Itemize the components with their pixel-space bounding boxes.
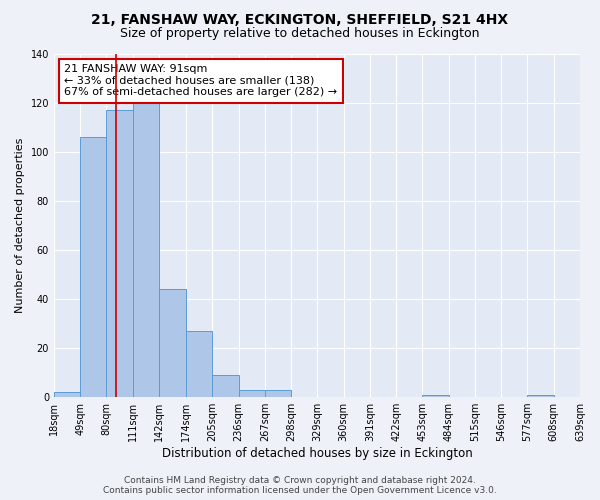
Bar (212, 375, 239, 397)
Bar (239, 390, 265, 397)
Bar (265, 390, 291, 397)
Bar (80, 138, 106, 397)
Bar (186, 331, 212, 397)
Text: Contains HM Land Registry data © Crown copyright and database right 2024.
Contai: Contains HM Land Registry data © Crown c… (103, 476, 497, 495)
Bar (527, 394, 554, 397)
Text: 21 FANSHAW WAY: 91sqm
← 33% of detached houses are smaller (138)
67% of semi-det: 21 FANSHAW WAY: 91sqm ← 33% of detached … (64, 64, 338, 98)
Text: 21, FANSHAW WAY, ECKINGTON, SHEFFIELD, S21 4HX: 21, FANSHAW WAY, ECKINGTON, SHEFFIELD, S… (91, 12, 509, 26)
Bar (106, 110, 133, 397)
Y-axis label: Number of detached properties: Number of detached properties (15, 138, 25, 313)
Bar (159, 290, 186, 397)
Bar (133, 71, 159, 397)
Text: Size of property relative to detached houses in Eckington: Size of property relative to detached ho… (120, 28, 480, 40)
Bar (54, 392, 80, 397)
Bar (422, 394, 449, 397)
X-axis label: Distribution of detached houses by size in Eckington: Distribution of detached houses by size … (161, 447, 472, 460)
